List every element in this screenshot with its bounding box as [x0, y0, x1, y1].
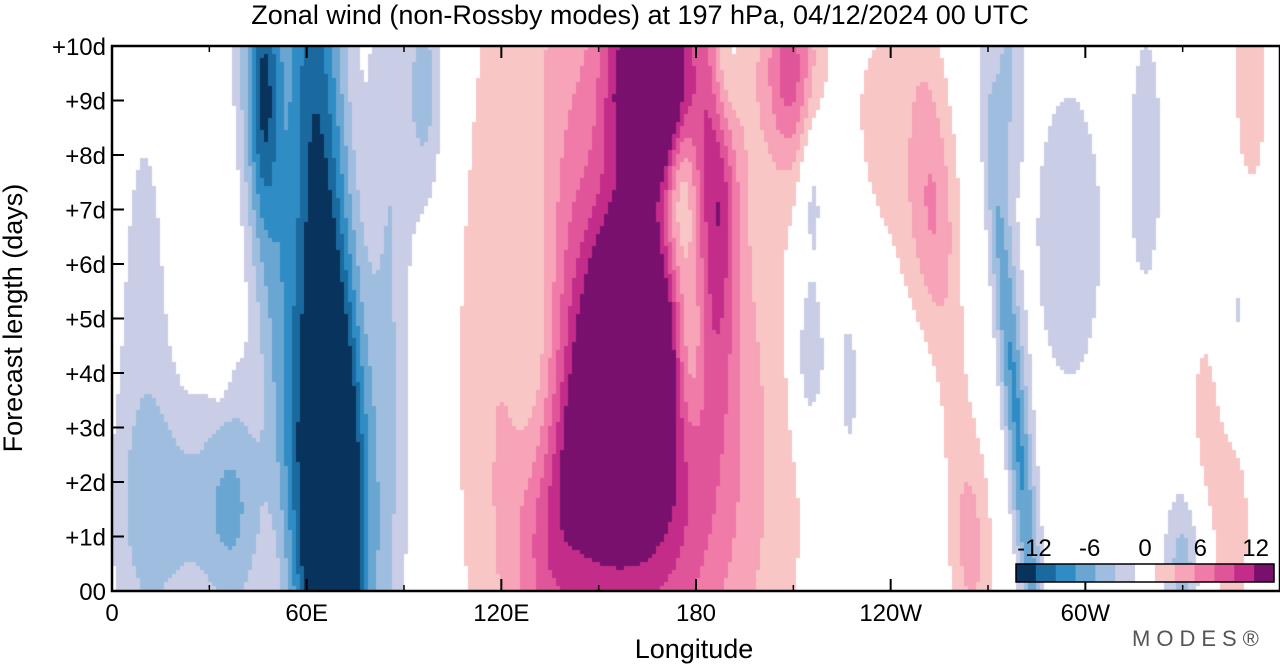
colorbar-swatch: [1016, 564, 1037, 582]
x-tick-label: 180: [676, 600, 716, 627]
x-tick-label: 120W: [859, 600, 922, 627]
x-tick-label: 60E: [285, 600, 328, 627]
chart-title: Zonal wind (non-Rossby modes) at 197 hPa…: [251, 0, 1028, 30]
x-axis-label: Longitude: [635, 634, 754, 664]
x-tick-label: 120E: [473, 600, 529, 627]
y-axis: 00 +1d +2d +3d +4d +5d +6d +7d +8d +9d +10d: [52, 34, 124, 606]
y-tick-label: +4d: [65, 361, 106, 388]
colorbar-label: 6: [1194, 535, 1207, 562]
colorbar: -12 -6 0 6 12: [1015, 535, 1275, 583]
plot-area: [112, 46, 1280, 591]
x-tick-label: 60W: [1061, 600, 1111, 627]
colorbar-swatch: [1075, 564, 1096, 582]
y-tick-label: +8d: [65, 143, 106, 170]
colorbar-swatch: [1234, 564, 1255, 582]
colorbar-swatch: [1095, 564, 1116, 582]
colorbar-swatch: [1055, 564, 1077, 582]
colorbar-swatch: [1035, 564, 1057, 582]
colorbar-swatch: [1214, 564, 1235, 582]
y-tick-label: +10d: [52, 34, 106, 61]
colorbar-swatch: [1174, 564, 1196, 582]
brand-logo: MODES®: [1132, 626, 1265, 651]
colorbar-label: 0: [1138, 535, 1151, 562]
y-tick-label: +6d: [65, 252, 106, 279]
x-tick-label: 0: [105, 600, 118, 627]
colorbar-frame: [1015, 563, 1275, 583]
y-tick-label: +9d: [65, 89, 106, 116]
heatmap-field: [112, 46, 1280, 591]
y-tick-label: +7d: [65, 198, 106, 225]
colorbar-label: 12: [1242, 535, 1269, 562]
colorbar-swatch: [1194, 564, 1215, 582]
y-tick-label: 00: [79, 579, 106, 606]
y-tick-label: +2d: [65, 470, 106, 497]
x-axis: 0 60E 120E 180 120W 60W: [105, 46, 1184, 627]
y-axis-label: Forecast length (days): [0, 184, 28, 453]
colorbar-swatch: [1115, 564, 1136, 582]
colorbar-label: -12: [1017, 535, 1052, 562]
y-tick-label: +3d: [65, 416, 106, 443]
colorbar-label: -6: [1079, 535, 1100, 562]
colorbar-swatch: [1254, 564, 1275, 582]
y-tick-label: +5d: [65, 307, 106, 334]
y-tick-label: +1d: [65, 525, 106, 552]
colorbar-swatch: [1154, 564, 1176, 582]
colorbar-swatch: [1135, 564, 1156, 582]
